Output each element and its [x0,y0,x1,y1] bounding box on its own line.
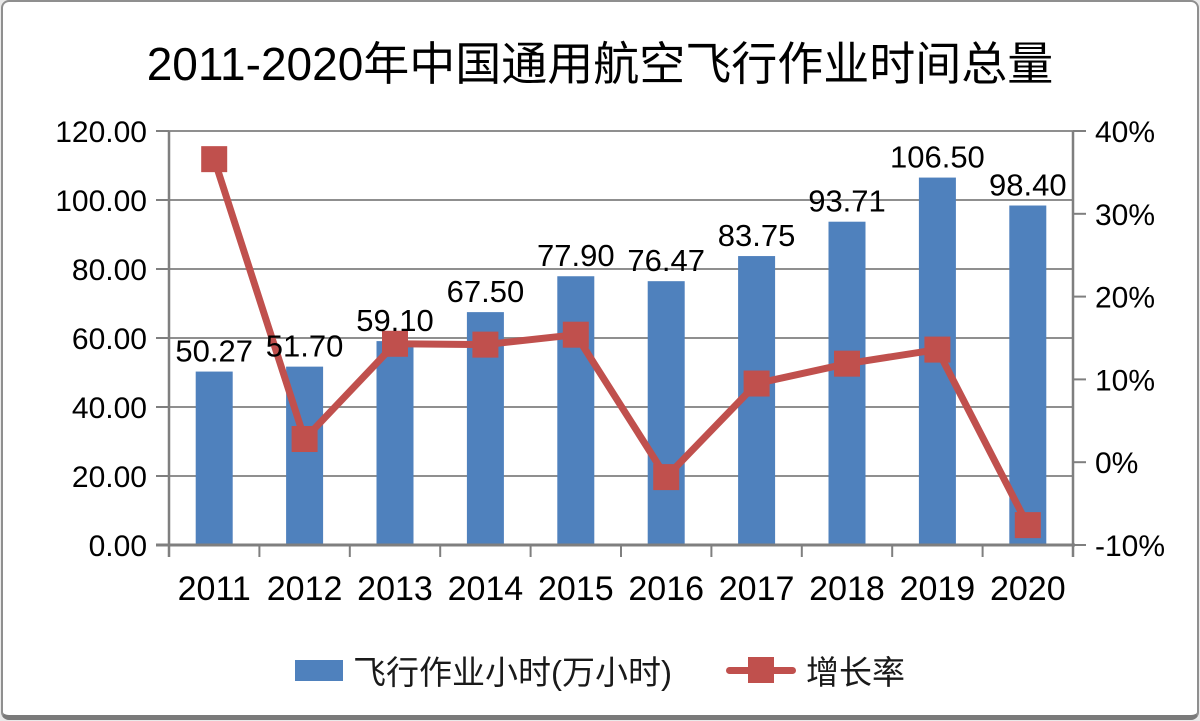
right-axis-label: 40% [1095,116,1155,149]
bar-value-label: 106.50 [890,140,985,175]
bar-value-label: 50.27 [175,334,253,369]
right-axis-label: 10% [1095,364,1155,397]
left-axis-label: 80.00 [72,254,147,287]
chart-title: 2011-2020年中国通用航空飞行作业时间总量 [146,38,1054,90]
growth-marker-2014 [472,331,499,358]
growth-marker-2016 [653,464,680,491]
bar-value-label: 59.10 [356,303,434,338]
bar-2020 [1009,205,1047,545]
bar-value-label: 67.50 [447,274,525,309]
left-axis-label: 40.00 [72,392,147,425]
line-series-legend-label: 增长率 [805,654,905,691]
x-axis-label: 2020 [990,570,1066,608]
left-axis-label: 120.00 [55,116,147,149]
bar-value-label: 98.40 [989,168,1067,203]
left-axis-label: 0.00 [89,530,147,563]
bar-2015 [557,276,595,545]
legend: 飞行作业小时(万小时) 增长率 [3,646,1197,694]
square-marker-icon [747,657,774,683]
x-axis-label: 2012 [267,570,343,608]
x-axis-label: 2011 [178,570,251,608]
growth-marker-2011 [201,146,228,173]
x-axis-label: 2013 [357,570,433,608]
combo-chart-plot: 50.27 51.70 59.10 67.50 77.90 76.47 83.75 93.71… [55,116,1165,608]
bar-2013 [376,341,414,545]
right-axis-label: 0% [1095,447,1138,480]
growth-rate-line [210,155,1032,529]
x-axis-label: 2017 [719,570,795,608]
growth-marker-2020 [1014,512,1041,539]
left-axis-label: 60.00 [72,323,147,356]
bar-value-label: 93.71 [808,184,886,219]
growth-marker-2018 [834,350,860,377]
bar-value-label: 77.90 [537,238,615,273]
growth-marker-2015 [562,321,589,348]
right-axis-label: 30% [1095,199,1155,232]
legend-item-bar-series: 飞行作业小时(万小时) [295,646,672,694]
bar-value-label: 83.75 [718,218,796,253]
bar-2016 [647,281,685,545]
line-series-swatch-icon [725,656,796,684]
right-axis-label: -10% [1095,530,1165,563]
bar-2011 [195,371,233,545]
left-axis-label: 100.00 [55,185,147,218]
x-axis-label: 2016 [628,570,704,608]
growth-marker-2013 [382,330,408,357]
bar-value-label: 76.47 [627,243,705,278]
x-axis-label: 2019 [900,570,976,608]
growth-marker-2012 [291,426,318,453]
right-axis-label: 20% [1095,282,1155,315]
x-axis-label: 2018 [809,570,885,608]
growth-marker-2019 [924,336,951,363]
left-axis-label: 20.00 [72,461,147,494]
legend-item-line-series: 增长率 [725,646,905,694]
bar-value-label: 51.70 [266,329,344,364]
bar-2018 [828,221,866,545]
bar-series-swatch-icon [295,659,343,681]
bar-series-legend-label: 飞行作业小时(万小时) [353,654,672,691]
x-axis-label: 2014 [448,570,524,608]
growth-marker-2017 [743,370,770,397]
x-axis-label: 2015 [538,570,614,608]
